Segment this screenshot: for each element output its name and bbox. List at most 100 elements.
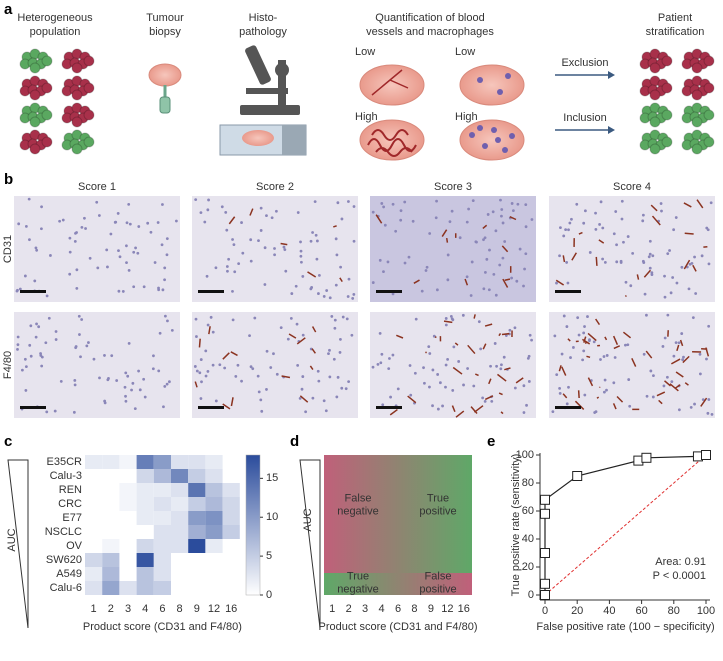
nucleus — [299, 240, 302, 244]
nucleus — [371, 365, 375, 369]
nucleus — [248, 334, 251, 338]
nucleus — [522, 411, 526, 414]
nucleus — [37, 325, 41, 329]
cell — [29, 62, 41, 74]
stain — [658, 399, 663, 405]
nucleus — [328, 348, 331, 352]
nucleus — [389, 395, 392, 399]
micrograph — [549, 196, 715, 302]
nucleus — [16, 347, 19, 351]
cell-cluster — [639, 48, 673, 74]
nucleus — [73, 239, 77, 243]
x-tick-label: 16 — [225, 603, 237, 615]
nucleus — [138, 388, 142, 392]
x-tick-label: 6 — [159, 603, 165, 615]
stain — [194, 381, 198, 388]
nucleus — [489, 364, 492, 368]
nucleus — [40, 227, 43, 231]
nucleus — [513, 326, 517, 330]
nucleus — [28, 238, 31, 242]
heatmap-cell — [119, 455, 137, 469]
x-tick-label: 80 — [668, 605, 680, 617]
nucleus — [499, 367, 503, 371]
nucleus — [330, 315, 334, 318]
heatmap-cell — [171, 483, 189, 497]
annotation: P < 0.0001 — [653, 570, 706, 582]
nucleus — [424, 269, 428, 272]
level-label: Low — [355, 46, 375, 58]
nucleus — [420, 289, 424, 293]
roc-line — [544, 454, 707, 595]
nucleus — [257, 239, 260, 243]
cell — [649, 89, 661, 101]
nucleus — [647, 255, 651, 259]
nucleus — [524, 225, 528, 229]
x-tick-label: 8 — [177, 603, 183, 615]
nucleus — [465, 220, 469, 224]
nucleus — [124, 371, 128, 375]
nucleus — [53, 409, 57, 413]
row-label: CRC — [58, 498, 82, 510]
nucleus — [322, 295, 326, 298]
nucleus — [470, 260, 474, 264]
stain — [558, 365, 562, 372]
x-tick-label: 20 — [571, 605, 583, 617]
nucleus — [352, 239, 356, 243]
nucleus — [123, 385, 127, 389]
nucleus — [388, 357, 391, 360]
nucleus — [408, 364, 412, 367]
heatmap-cell — [205, 511, 223, 525]
nucleus — [431, 368, 435, 372]
x-tick-label: 12 — [208, 603, 220, 615]
nucleus — [345, 317, 349, 321]
nucleus — [642, 352, 646, 356]
stain — [562, 255, 566, 263]
nucleus — [564, 228, 568, 232]
nucleus — [491, 210, 495, 214]
nucleus — [522, 284, 525, 288]
nucleus — [427, 345, 431, 348]
nucleus — [694, 292, 698, 295]
nucleus — [24, 224, 28, 228]
nucleus — [513, 386, 517, 390]
nucleus — [315, 239, 319, 243]
nucleus — [333, 326, 337, 330]
panel-label: a — [4, 1, 13, 18]
cell — [71, 89, 83, 101]
nucleus — [706, 228, 710, 232]
nucleus — [34, 335, 38, 339]
nucleus — [344, 387, 348, 391]
heatmap-cell — [153, 581, 171, 595]
cell — [649, 62, 661, 74]
nucleus — [501, 256, 505, 260]
nucleus — [314, 233, 318, 237]
nucleus — [253, 316, 257, 320]
nucleus — [35, 322, 38, 326]
nucleus — [317, 379, 321, 383]
nucleus — [352, 205, 356, 208]
stain — [684, 382, 689, 386]
nucleus — [593, 411, 597, 414]
nucleus — [29, 354, 33, 358]
y-axis-title: AUC — [302, 508, 314, 531]
heatmap-cell — [153, 567, 171, 581]
cell — [41, 136, 53, 148]
nucleus — [231, 290, 234, 293]
stain — [645, 350, 653, 359]
nucleus — [477, 320, 481, 324]
slide-label — [282, 125, 306, 155]
nucleus — [340, 386, 344, 390]
heatmap-cell — [188, 511, 206, 525]
nucleus — [309, 239, 313, 243]
heatmap-cell — [153, 483, 171, 497]
nucleus — [693, 402, 696, 406]
nucleus — [687, 287, 691, 291]
nucleus — [698, 372, 702, 376]
nucleus — [95, 200, 99, 204]
nucleus — [582, 349, 586, 353]
stain — [452, 366, 463, 375]
nucleus — [286, 337, 290, 341]
nucleus — [498, 263, 502, 267]
quadrant-label: False — [425, 570, 452, 582]
nucleus — [24, 389, 28, 392]
